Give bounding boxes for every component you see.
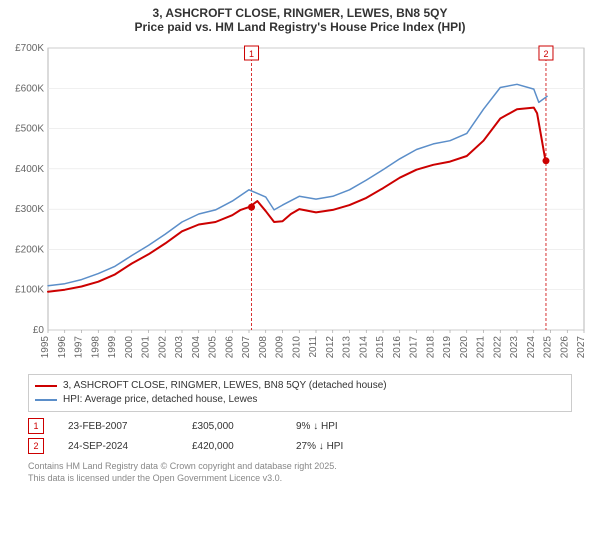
- title-line1: 3, ASHCROFT CLOSE, RINGMER, LEWES, BN8 5…: [4, 6, 596, 20]
- event-date-2: 24-SEP-2024: [68, 441, 168, 452]
- sale-event-1: 1 23-FEB-2007 £305,000 9% ↓ HPI: [28, 418, 572, 434]
- svg-text:2021: 2021: [476, 336, 487, 359]
- svg-text:£700K: £700K: [15, 43, 44, 54]
- svg-text:£600K: £600K: [15, 83, 44, 94]
- svg-text:2013: 2013: [342, 336, 353, 359]
- svg-text:2006: 2006: [224, 336, 235, 359]
- legend-swatch-property: [35, 385, 57, 387]
- legend-swatch-hpi: [35, 399, 57, 401]
- footer-line1: Contains HM Land Registry data © Crown c…: [28, 460, 572, 472]
- svg-text:2: 2: [543, 49, 548, 59]
- attribution-footer: Contains HM Land Registry data © Crown c…: [28, 460, 572, 484]
- legend: 3, ASHCROFT CLOSE, RINGMER, LEWES, BN8 5…: [28, 374, 572, 412]
- svg-text:1997: 1997: [74, 336, 85, 359]
- svg-text:2001: 2001: [141, 336, 152, 359]
- svg-text:£300K: £300K: [15, 204, 44, 215]
- legend-label-hpi: HPI: Average price, detached house, Lewe…: [63, 393, 257, 407]
- svg-text:2027: 2027: [576, 336, 587, 359]
- svg-text:2010: 2010: [291, 336, 302, 359]
- svg-text:2000: 2000: [124, 336, 135, 359]
- svg-text:2022: 2022: [492, 336, 503, 359]
- chart-svg: £0 £100K £200K £300K £400K £500K £600K £700K 199…: [8, 40, 592, 370]
- svg-text:2020: 2020: [459, 336, 470, 359]
- svg-text:2018: 2018: [425, 336, 436, 359]
- svg-text:1999: 1999: [107, 336, 118, 359]
- svg-text:2008: 2008: [258, 336, 269, 359]
- svg-text:2023: 2023: [509, 336, 520, 359]
- event-delta-2: 27% ↓ HPI: [296, 441, 343, 452]
- event-marker-2: 2: [28, 438, 44, 454]
- svg-text:2016: 2016: [392, 336, 403, 359]
- svg-text:£200K: £200K: [15, 244, 44, 255]
- svg-text:£500K: £500K: [15, 124, 44, 135]
- svg-text:2003: 2003: [174, 336, 185, 359]
- legend-item-property: 3, ASHCROFT CLOSE, RINGMER, LEWES, BN8 5…: [35, 379, 565, 393]
- svg-text:£100K: £100K: [15, 285, 44, 296]
- svg-text:2017: 2017: [409, 336, 420, 359]
- svg-text:2009: 2009: [275, 336, 286, 359]
- svg-text:2004: 2004: [191, 336, 202, 359]
- svg-text:1: 1: [249, 49, 254, 59]
- svg-text:1996: 1996: [57, 336, 68, 359]
- event-price-1: £305,000: [192, 421, 272, 432]
- event-date-1: 23-FEB-2007: [68, 421, 168, 432]
- svg-text:2025: 2025: [543, 336, 554, 359]
- legend-label-property: 3, ASHCROFT CLOSE, RINGMER, LEWES, BN8 5…: [63, 379, 387, 393]
- svg-text:2019: 2019: [442, 336, 453, 359]
- svg-text:£0: £0: [33, 325, 45, 336]
- svg-text:1998: 1998: [90, 336, 101, 359]
- svg-text:2007: 2007: [241, 336, 252, 359]
- svg-text:2002: 2002: [157, 336, 168, 359]
- svg-text:2024: 2024: [526, 336, 537, 359]
- svg-text:2026: 2026: [559, 336, 570, 359]
- event-marker-1: 1: [28, 418, 44, 434]
- svg-text:1995: 1995: [40, 336, 51, 359]
- legend-item-hpi: HPI: Average price, detached house, Lewe…: [35, 393, 565, 407]
- svg-text:2005: 2005: [208, 336, 219, 359]
- svg-text:2011: 2011: [308, 336, 319, 358]
- event-price-2: £420,000: [192, 441, 272, 452]
- footer-line2: This data is licensed under the Open Gov…: [28, 472, 572, 484]
- svg-text:£400K: £400K: [15, 164, 44, 175]
- sale-events: 1 23-FEB-2007 £305,000 9% ↓ HPI 2 24-SEP…: [28, 418, 572, 454]
- svg-text:2015: 2015: [375, 336, 386, 359]
- svg-text:2012: 2012: [325, 336, 336, 359]
- svg-text:2014: 2014: [358, 336, 369, 359]
- price-chart: £0 £100K £200K £300K £400K £500K £600K £700K 199…: [8, 40, 592, 370]
- event-delta-1: 9% ↓ HPI: [296, 421, 338, 432]
- sale-event-2: 2 24-SEP-2024 £420,000 27% ↓ HPI: [28, 438, 572, 454]
- title-line2: Price paid vs. HM Land Registry's House …: [4, 20, 596, 34]
- chart-title: 3, ASHCROFT CLOSE, RINGMER, LEWES, BN8 5…: [0, 0, 600, 36]
